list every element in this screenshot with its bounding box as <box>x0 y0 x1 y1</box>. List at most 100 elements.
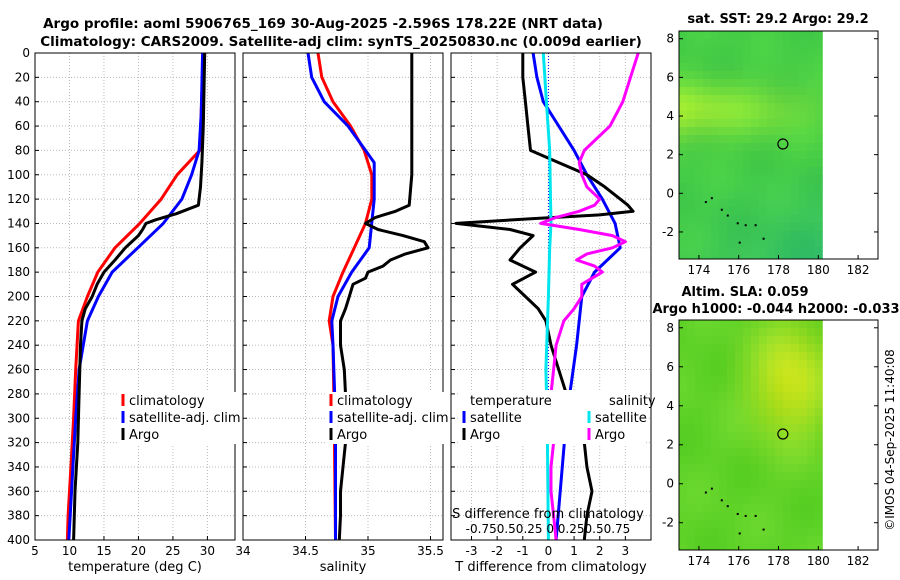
map-cell <box>775 440 784 449</box>
map-cell <box>743 408 752 417</box>
map-cell <box>775 336 784 345</box>
x-tick-label: -1 <box>517 544 529 558</box>
map-cell <box>775 215 784 224</box>
map-cell <box>759 528 768 537</box>
map-cell <box>767 336 776 345</box>
map-cell <box>783 504 792 513</box>
map-cell <box>743 143 752 152</box>
map-cell <box>783 223 792 232</box>
map-cell <box>727 207 736 216</box>
map-cell <box>783 63 792 72</box>
map-cell <box>711 247 720 256</box>
x-tick-label: 1 <box>570 544 578 558</box>
map-cell <box>767 328 776 337</box>
map-cell <box>679 223 688 232</box>
map-cell <box>727 400 736 409</box>
map-cell <box>775 47 784 56</box>
map-cell <box>799 247 808 256</box>
map-cell <box>799 111 808 120</box>
x-tick-label: 15 <box>96 544 111 558</box>
map-cell <box>815 239 823 248</box>
map-cell <box>791 320 800 329</box>
map-cell <box>815 520 823 529</box>
map-cell <box>687 328 696 337</box>
map-cell <box>799 544 808 551</box>
map-cell <box>799 239 808 248</box>
map-cell <box>759 440 768 449</box>
map-cell <box>791 392 800 401</box>
map-cell <box>703 520 712 529</box>
map-cell <box>807 328 816 337</box>
map-cell <box>815 376 823 385</box>
map-cell <box>807 424 816 433</box>
map-cell <box>759 47 768 56</box>
map-cell <box>775 352 784 361</box>
map-cell <box>791 31 800 40</box>
map-cell <box>735 336 744 345</box>
map-cell <box>751 119 760 128</box>
map-cell <box>711 47 720 56</box>
y-tick-label: 4 <box>666 109 674 123</box>
x-tick-label: 178 <box>767 263 790 277</box>
map-cell <box>727 544 736 551</box>
map-cell <box>735 215 744 224</box>
map-cell <box>799 416 808 425</box>
map-cell <box>815 255 823 260</box>
map-cell <box>695 135 704 144</box>
map-cell <box>815 544 823 551</box>
map-cell <box>799 231 808 240</box>
map-cell <box>695 167 704 176</box>
map-cell <box>775 79 784 88</box>
map-cell <box>791 159 800 168</box>
map-cell <box>767 352 776 361</box>
legend-label: Argo <box>470 428 500 443</box>
map-cell <box>767 191 776 200</box>
map-cell <box>799 55 808 64</box>
map-cell <box>719 424 728 433</box>
map-cell <box>815 328 823 337</box>
map-cell <box>727 103 736 112</box>
map-cell <box>679 480 688 489</box>
map-cell <box>687 536 696 545</box>
map-cell <box>711 328 720 337</box>
map-cell <box>775 344 784 353</box>
map-cell <box>711 320 720 329</box>
map-cell <box>791 488 800 497</box>
map-cell <box>743 39 752 48</box>
map-cell <box>695 488 704 497</box>
map-cell <box>775 175 784 184</box>
map-cell <box>751 247 760 256</box>
map-cell <box>695 111 704 120</box>
map-cell <box>775 87 784 96</box>
map-cell <box>719 239 728 248</box>
map-cell <box>799 39 808 48</box>
map-cell <box>791 215 800 224</box>
map-cell <box>695 368 704 377</box>
map-cell <box>695 95 704 104</box>
map-cell <box>767 31 776 40</box>
map-cell <box>703 544 712 551</box>
map-cell <box>695 223 704 232</box>
map-cell <box>679 215 688 224</box>
map-cell <box>735 199 744 208</box>
map-cell <box>703 103 712 112</box>
map-cell <box>783 95 792 104</box>
map-cell <box>815 464 823 473</box>
map-cell <box>735 223 744 232</box>
map-cell <box>703 376 712 385</box>
map-cell <box>775 392 784 401</box>
map-cell <box>783 400 792 409</box>
coast-point <box>710 487 713 490</box>
map-cell <box>703 87 712 96</box>
map-cell <box>751 151 760 160</box>
map-cell <box>727 79 736 88</box>
map-cell <box>695 31 704 40</box>
map-cell <box>791 239 800 248</box>
map-cell <box>807 87 816 96</box>
map-cell <box>775 135 784 144</box>
map-cell <box>815 536 823 545</box>
y-tick-label: 80 <box>15 143 30 157</box>
map-cell <box>815 488 823 497</box>
map-cell <box>791 103 800 112</box>
x-tick-label: 178 <box>767 554 790 568</box>
